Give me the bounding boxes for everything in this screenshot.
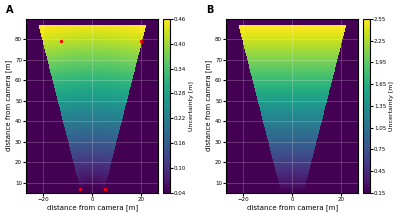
Text: A: A xyxy=(6,5,14,15)
Y-axis label: distance from camera [m]: distance from camera [m] xyxy=(206,60,212,151)
Y-axis label: distance from camera [m]: distance from camera [m] xyxy=(6,60,12,151)
X-axis label: distance from camera [m]: distance from camera [m] xyxy=(247,205,338,211)
X-axis label: distance from camera [m]: distance from camera [m] xyxy=(47,205,138,211)
Y-axis label: Uncertainty [m]: Uncertainty [m] xyxy=(389,81,394,131)
Text: B: B xyxy=(206,5,214,15)
Y-axis label: Uncertainty [m]: Uncertainty [m] xyxy=(189,81,194,131)
